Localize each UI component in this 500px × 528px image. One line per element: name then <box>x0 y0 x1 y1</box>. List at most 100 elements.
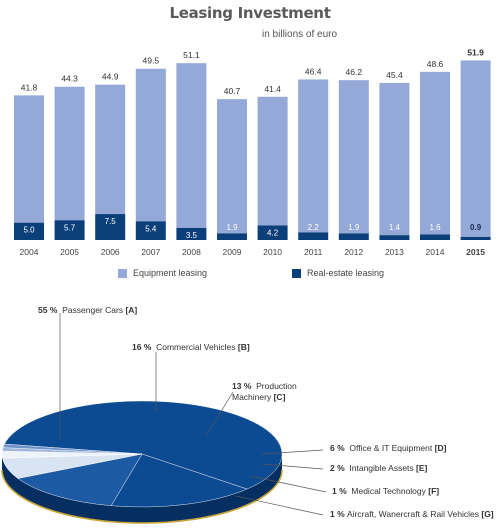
bar-total-label-2011: 46.4 <box>305 66 322 76</box>
pie-label-g-code: [G] <box>481 509 494 519</box>
bar-real-estate-2008 <box>176 227 207 240</box>
x-tick-label-2015: 2015 <box>466 247 485 257</box>
x-tick-label-2012: 2012 <box>344 247 363 257</box>
pie-label-b-pct: 16 % <box>132 342 152 352</box>
bar-inner-label-2012: 1.9 <box>348 223 360 232</box>
bar-equipment-2015 <box>460 60 491 237</box>
pie-rim <box>1 469 283 524</box>
x-tick-label-2004: 2004 <box>20 247 39 257</box>
bar-total-label-2014: 48.6 <box>427 59 444 69</box>
bar-total-label-2006: 44.9 <box>102 72 119 82</box>
legend-swatch-real-estate <box>292 268 301 278</box>
bar-inner-label-2006: 7.5 <box>105 217 117 226</box>
pie-label-g-text: Aircraft, Wanercraft & Rail Vehicles <box>347 509 479 519</box>
bar-equipment-2004 <box>14 95 44 223</box>
bar-real-estate-2007 <box>135 221 166 240</box>
pie-label-c-pct: 13 % <box>232 381 252 391</box>
bar-total-label-2009: 40.7 <box>224 86 241 96</box>
pie-label-f-code: [F] <box>428 486 440 496</box>
pie-label-c-text: Production Machinery <box>232 381 297 402</box>
pie-label-c-code: [C] <box>273 392 286 402</box>
pie-label-b-text: Commercial Vehicles <box>156 342 236 352</box>
bar-real-estate-2011 <box>298 232 329 240</box>
pie-label-b-code: [B] <box>237 342 250 352</box>
bar-inner-label-2014: 1.6 <box>429 223 441 232</box>
pie-slice-g <box>2 443 143 455</box>
x-tick-label-2008: 2008 <box>182 247 201 257</box>
bar-inner-label-2007: 5.4 <box>145 224 157 233</box>
legend-equipment: Equipment leasing <box>118 268 207 278</box>
bar-chart: 41.8 5.0 2004 44.3 5.7 2005 44.9 7.5 2006 49.5 5.4… <box>14 47 491 257</box>
pie-leader-line-c <box>205 391 234 437</box>
bar-inner-label-2010: 4.2 <box>267 228 279 237</box>
pie-leader-line-e <box>261 463 324 470</box>
pie-side-wall <box>2 454 282 523</box>
legend-real-estate: Real-estate leasing <box>292 268 384 278</box>
pie-label-e: 2 % Intangible Assets [E] <box>330 463 427 473</box>
pie-slice-c <box>17 453 143 506</box>
legend-label-equipment: Equipment leasing <box>133 268 208 278</box>
bar-inner-label-2013: 1.4 <box>389 223 401 232</box>
bar-real-estate-2014 <box>420 234 450 240</box>
pie-label-a-text: Passenger Cars <box>62 305 124 315</box>
x-tick-label-2009: 2009 <box>223 247 242 257</box>
pie-leader-line-g <box>235 495 324 516</box>
bar-total-label-2013: 45.4 <box>386 70 403 80</box>
bar-inner-label-2011: 2.2 <box>308 223 320 232</box>
bar-total-label-2010: 41.4 <box>264 84 281 94</box>
bar-equipment-2013 <box>379 82 410 236</box>
bar-inner-label-2015: 0.9 <box>470 223 482 232</box>
bar-equipment-2005 <box>54 86 85 221</box>
x-tick-label-2007: 2007 <box>141 247 160 257</box>
x-tick-label-2011: 2011 <box>304 247 323 257</box>
pie-label-f: 1 % Medical Technology [F] <box>332 486 439 496</box>
bar-real-estate-2005 <box>54 220 85 240</box>
bar-inner-label-2009: 1.9 <box>226 223 238 232</box>
bar-total-label-2012: 46.2 <box>346 67 363 77</box>
x-tick-label-2006: 2006 <box>101 247 120 257</box>
pie-label-f-text: Medical Technology <box>351 486 426 496</box>
legend-swatch-equipment <box>118 268 127 278</box>
bar-inner-label-2004: 5.0 <box>23 226 35 235</box>
pie-label-d-code: [D] <box>434 443 447 453</box>
x-tick-label-2010: 2010 <box>263 247 282 257</box>
pie-label-a-pct: 55 % <box>38 305 58 315</box>
pie-leader-line-d <box>261 449 324 455</box>
bar-equipment-2009 <box>217 99 247 234</box>
bar-real-estate-2013 <box>379 235 410 240</box>
bar-real-estate-2006 <box>95 214 126 240</box>
pie-label-d-text: Office & IT Equipment <box>349 443 433 453</box>
bar-total-label-2015: 51.9 <box>467 47 484 57</box>
bar-equipment-2011 <box>298 79 329 233</box>
bar-inner-label-2008: 3.5 <box>186 231 198 240</box>
legend-label-real-estate: Real-estate leasing <box>307 268 385 278</box>
bar-real-estate-2004 <box>14 222 44 240</box>
pie-label-g: 1 % Aircraft, Wanercraft & Rail Vehicles… <box>330 509 494 519</box>
pie-leader-line-f <box>249 475 327 493</box>
bar-total-label-2004: 41.8 <box>21 82 38 92</box>
bar-total-label-2005: 44.3 <box>61 74 78 84</box>
bar-real-estate-2009 <box>217 233 247 240</box>
x-tick-label-2005: 2005 <box>60 247 79 257</box>
bar-equipment-2014 <box>420 71 450 235</box>
pie-label-a-code: [A] <box>125 305 138 315</box>
bar-equipment-2008 <box>176 63 207 228</box>
bar-real-estate-2015 <box>460 236 491 240</box>
pie-label-f-pct: 1 % <box>332 486 347 496</box>
bar-equipment-2012 <box>338 80 369 234</box>
pie-label-d: 6 % Office & IT Equipment [D] <box>330 443 446 453</box>
pie-label-b: 16 % Commercial Vehicles [B] <box>132 342 250 352</box>
bar-equipment-2010 <box>257 96 288 226</box>
pie-label-e-code: [E] <box>416 463 428 473</box>
bar-equipment-2007 <box>135 68 166 222</box>
pie-label-g-pct: 1 % <box>330 509 345 519</box>
chart-subtitle: in billions of euro <box>262 29 338 40</box>
x-tick-label-2013: 2013 <box>385 247 404 257</box>
bar-inner-label-2005: 5.7 <box>64 223 76 232</box>
bar-total-label-2007: 49.5 <box>143 56 160 66</box>
bar-total-label-2008: 51.1 <box>183 50 200 60</box>
pie-slice-b <box>110 453 248 508</box>
pie-label-d-pct: 6 % <box>330 443 345 453</box>
